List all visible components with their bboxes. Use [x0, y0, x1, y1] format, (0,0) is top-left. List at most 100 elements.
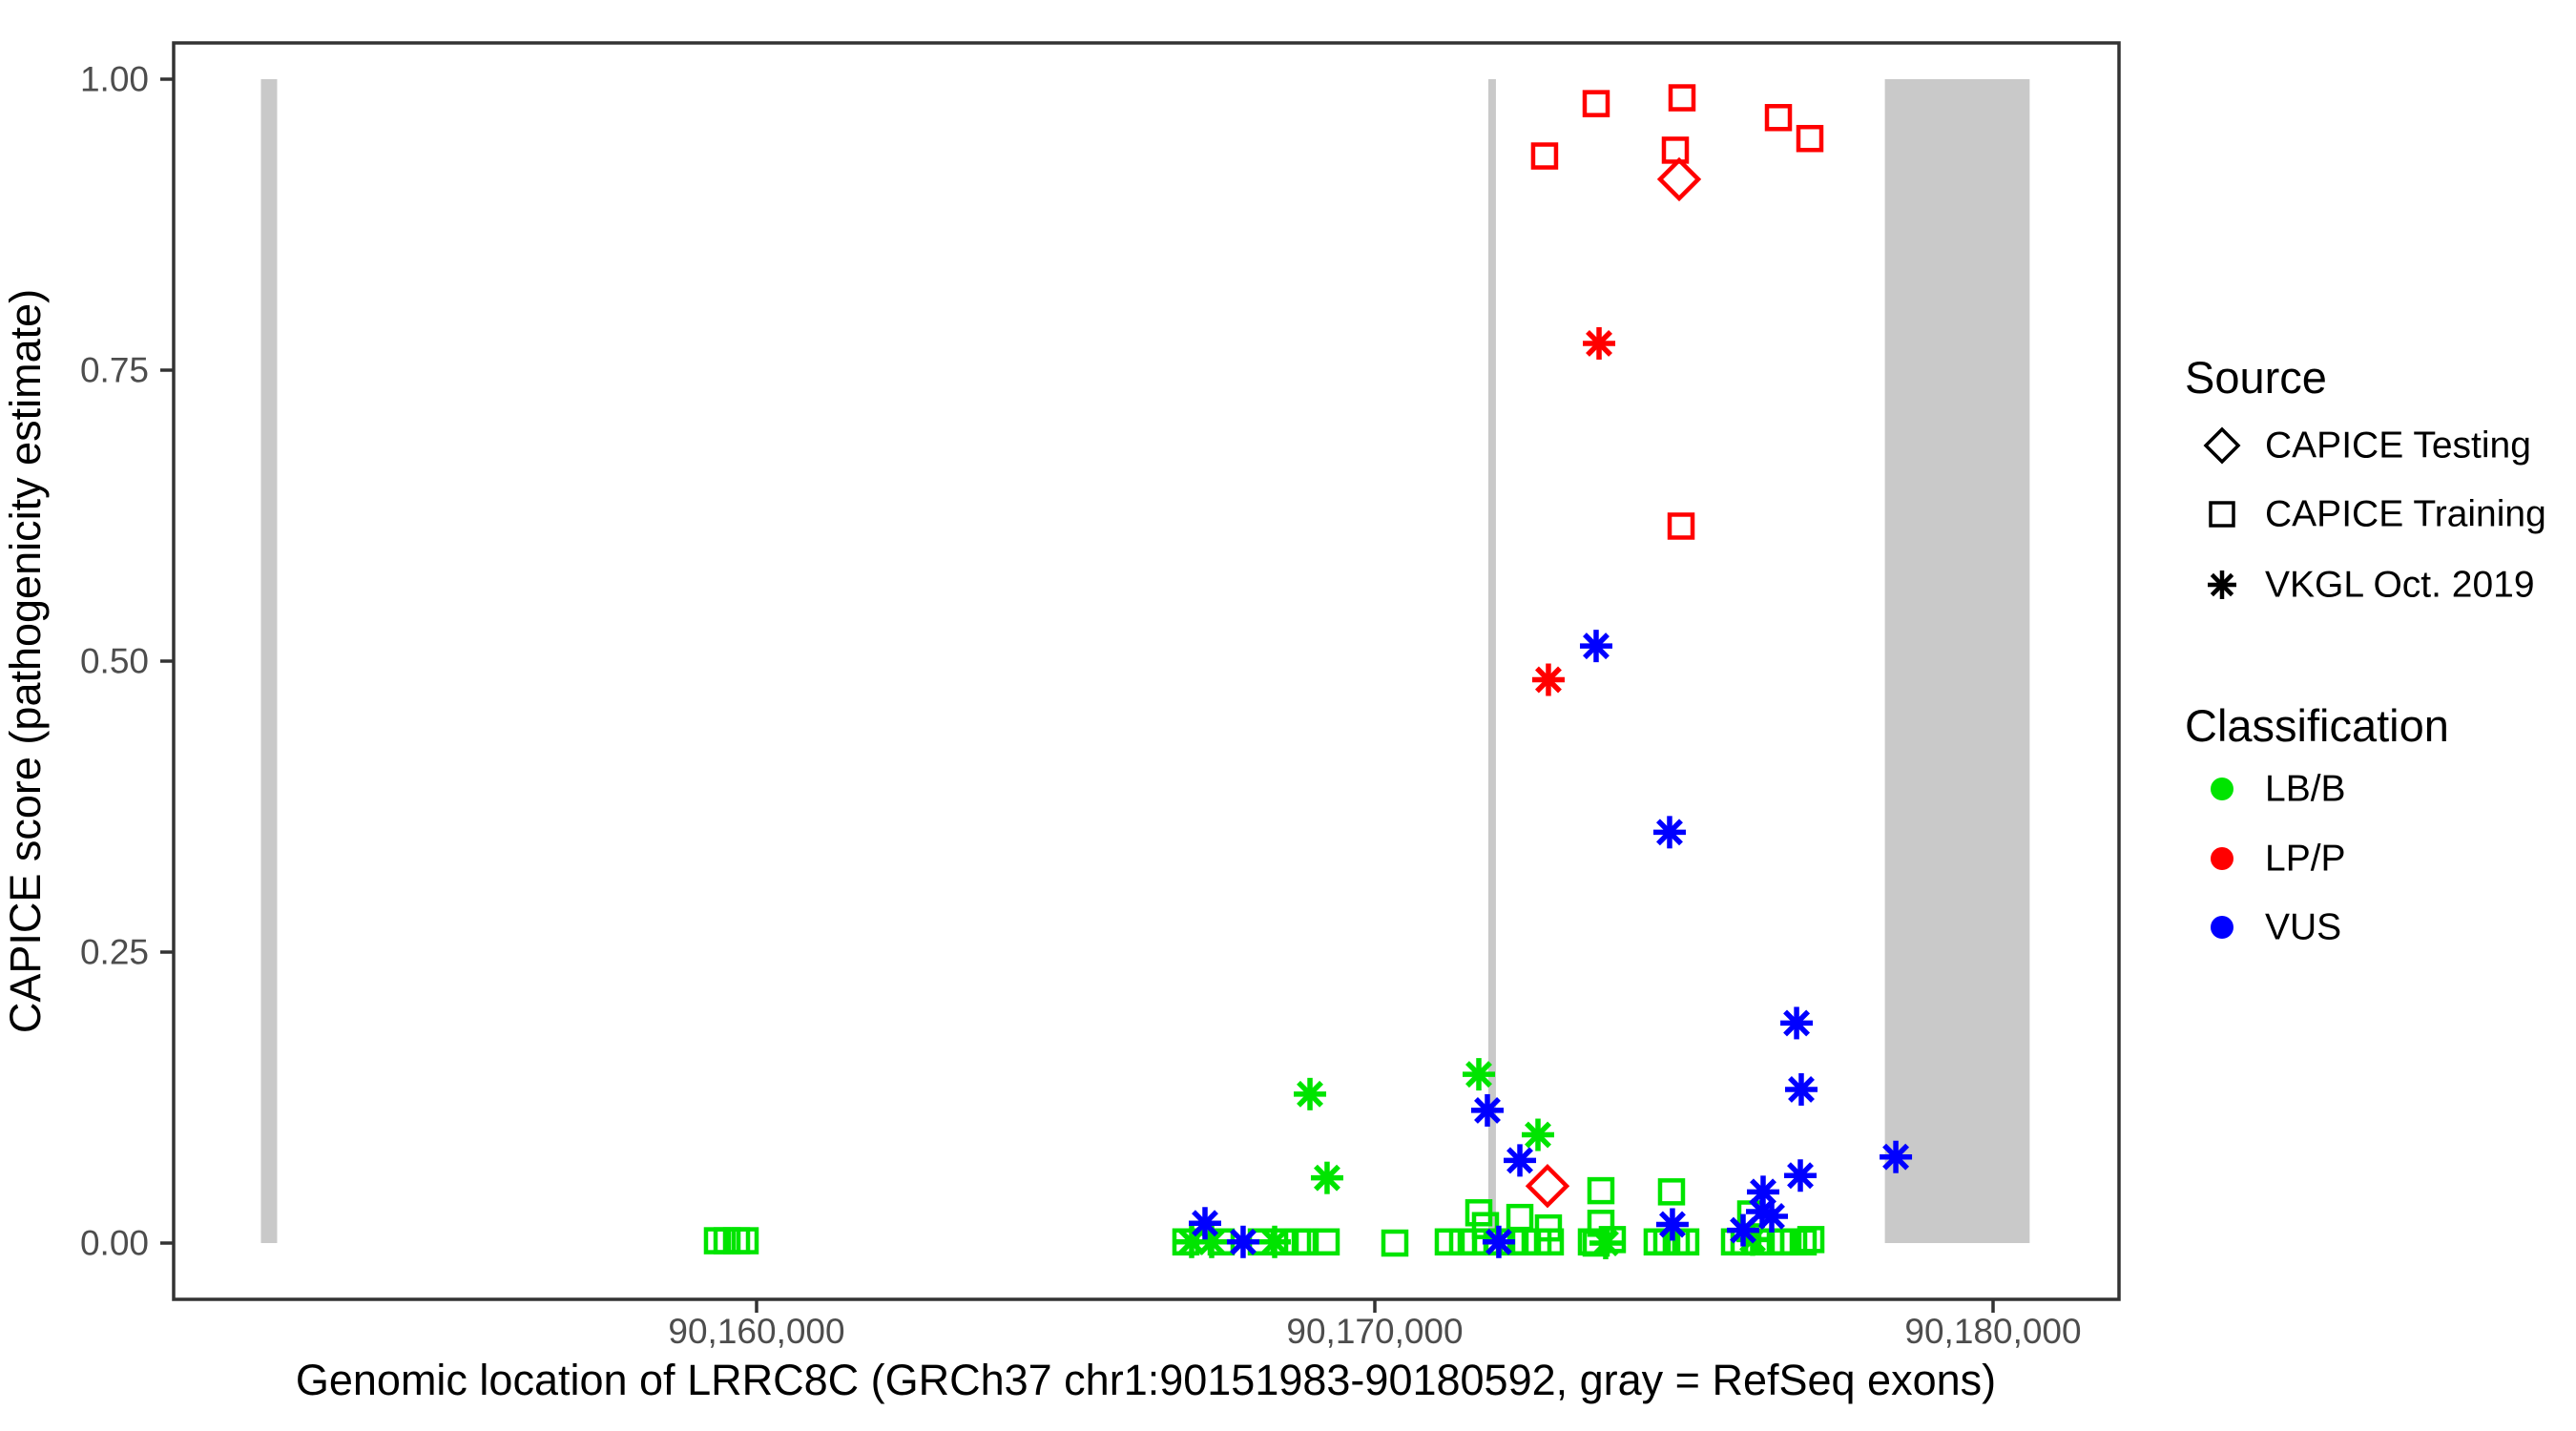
point-lp-p-diamond: [1656, 156, 1702, 202]
lbb-dot-icon: [2211, 778, 2233, 800]
point-lb-b-square: [1797, 1226, 1825, 1254]
data-points-layer: [703, 84, 1913, 1259]
point-lb-b-square: [1587, 1176, 1615, 1205]
point-lb-b-square: [1672, 1228, 1700, 1256]
asterisk-ray: [1485, 1228, 1512, 1255]
point-lp-p-square: [1582, 90, 1610, 117]
refseq-exon-bar: [1884, 79, 2030, 1243]
point-vus-asterisk: [1652, 816, 1686, 849]
asterisk-ray: [1730, 1216, 1756, 1244]
point-lp-p-square: [1667, 512, 1695, 540]
point-vus-asterisk: [1880, 1140, 1913, 1173]
point-vus-asterisk: [1655, 1208, 1689, 1241]
asterisk-ray: [1525, 1121, 1551, 1149]
asterisk-ray: [1474, 1096, 1501, 1124]
x-axis-title: Genomic location of LRRC8C (GRCh37 chr1:…: [296, 1356, 1996, 1404]
legend-item-lbb: LB/B: [2265, 769, 2346, 810]
lpp-dot-icon: [2211, 847, 2233, 870]
refseq-exon-bar: [260, 79, 278, 1243]
refseq-exon-bar: [1487, 79, 1496, 1243]
capice-testing-diamond-icon: [2203, 426, 2241, 465]
point-vus-asterisk: [1784, 1072, 1818, 1106]
asterisk-ray: [1658, 1211, 1686, 1238]
legend-classification: Classification LB/B LP/P VUS: [2185, 700, 2449, 948]
legend-source-title: Source: [2185, 352, 2327, 403]
axis-ticks-layer: 90,160,000 90,170,000 90,180,000 0.00 0.25 0.…: [80, 60, 2082, 1352]
x-tick-label: 90,160,000: [668, 1312, 844, 1351]
point-vus-asterisk: [1226, 1225, 1259, 1258]
point-lp-p-asterisk: [1583, 326, 1616, 360]
capice-training-square-icon: [2209, 501, 2235, 528]
point-vus-asterisk: [1471, 1093, 1505, 1127]
point-lp-p-square: [1764, 104, 1793, 132]
point-lb-b-square: [1381, 1229, 1409, 1257]
point-lb-b-asterisk: [1462, 1058, 1495, 1091]
point-lb-b-square: [1598, 1226, 1627, 1254]
point-lp-p-square: [1530, 142, 1559, 170]
legend-item-capice-training: CAPICE Training: [2265, 494, 2546, 535]
asterisk-ray: [1656, 819, 1683, 846]
asterisk-ray: [1465, 1061, 1492, 1089]
plot-panel-border: [172, 41, 2121, 1301]
asterisk-ray: [1297, 1080, 1323, 1108]
y-axis-title: CAPICE score (pathogenicity estimate): [1, 289, 50, 1033]
point-lb-b-square: [1536, 1228, 1565, 1256]
legend-source: Source CAPICE Testing CAPICE Training VK…: [2185, 352, 2546, 606]
y-tick-label: 1.00: [80, 60, 149, 99]
asterisk-ray: [1783, 1009, 1811, 1037]
point-lb-b-square: [1534, 1213, 1563, 1242]
point-lb-b-square: [1657, 1178, 1686, 1206]
point-lb-b-square: [1312, 1228, 1340, 1256]
y-tick-label: 0.50: [80, 642, 149, 681]
point-lb-b-square: [1582, 1229, 1610, 1257]
x-tick-label: 90,180,000: [1904, 1312, 2081, 1351]
point-lb-b-square: [1506, 1203, 1534, 1232]
asterisk-ray: [1586, 329, 1612, 357]
refseq-exon-bars-layer: [260, 79, 2030, 1243]
point-vus-asterisk: [1727, 1213, 1760, 1247]
point-vus-asterisk: [1784, 1159, 1818, 1192]
asterisk-ray: [1583, 633, 1610, 660]
legend-item-lpp: LP/P: [2265, 839, 2346, 880]
legend-classification-title: Classification: [2185, 700, 2449, 751]
x-tick-label: 90,170,000: [1286, 1312, 1463, 1351]
point-lb-b-square: [1789, 1228, 1818, 1256]
y-tick-label: 0.00: [80, 1224, 149, 1263]
asterisk-ray: [1534, 666, 1562, 694]
point-lb-b-square: [1434, 1228, 1463, 1256]
asterisk-ray: [1192, 1210, 1218, 1237]
point-lb-b-asterisk: [1522, 1118, 1555, 1151]
point-vus-asterisk: [1579, 630, 1612, 663]
point-lp-p-square: [1668, 84, 1696, 112]
vkgl-asterisk-icon: [2208, 570, 2236, 599]
legend-item-vus: VUS: [2265, 907, 2341, 948]
point-lb-b-asterisk: [1310, 1161, 1343, 1194]
asterisk-ray: [1788, 1075, 1815, 1103]
asterisk-ray: [1230, 1228, 1257, 1255]
asterisk-ray: [1506, 1147, 1533, 1174]
point-lb-b-asterisk: [1294, 1077, 1327, 1110]
point-vus-asterisk: [1188, 1207, 1221, 1240]
y-tick-label: 0.75: [80, 351, 149, 390]
asterisk-ray: [1750, 1178, 1776, 1206]
point-vus-asterisk: [1504, 1144, 1537, 1177]
point-lb-b-square: [1172, 1228, 1200, 1256]
legend-item-capice-testing: CAPICE Testing: [2265, 425, 2531, 467]
point-vus-asterisk: [1755, 1199, 1789, 1233]
point-vus-asterisk: [1482, 1225, 1515, 1258]
asterisk-ray: [1882, 1143, 1910, 1171]
point-lp-p-square: [1796, 124, 1824, 153]
legend-item-vkgl: VKGL Oct. 2019: [2265, 565, 2535, 606]
vus-dot-icon: [2211, 916, 2233, 939]
point-lb-b-square: [731, 1227, 759, 1255]
point-lp-p-asterisk: [1531, 663, 1565, 696]
asterisk-ray: [1787, 1162, 1814, 1190]
y-tick-label: 0.25: [80, 933, 149, 972]
point-vus-asterisk: [1780, 1006, 1814, 1040]
point-lp-p-diamond: [1525, 1164, 1570, 1209]
point-lp-p-square: [1661, 136, 1690, 164]
asterisk-ray: [1314, 1164, 1340, 1192]
asterisk-ray: [1758, 1202, 1785, 1230]
